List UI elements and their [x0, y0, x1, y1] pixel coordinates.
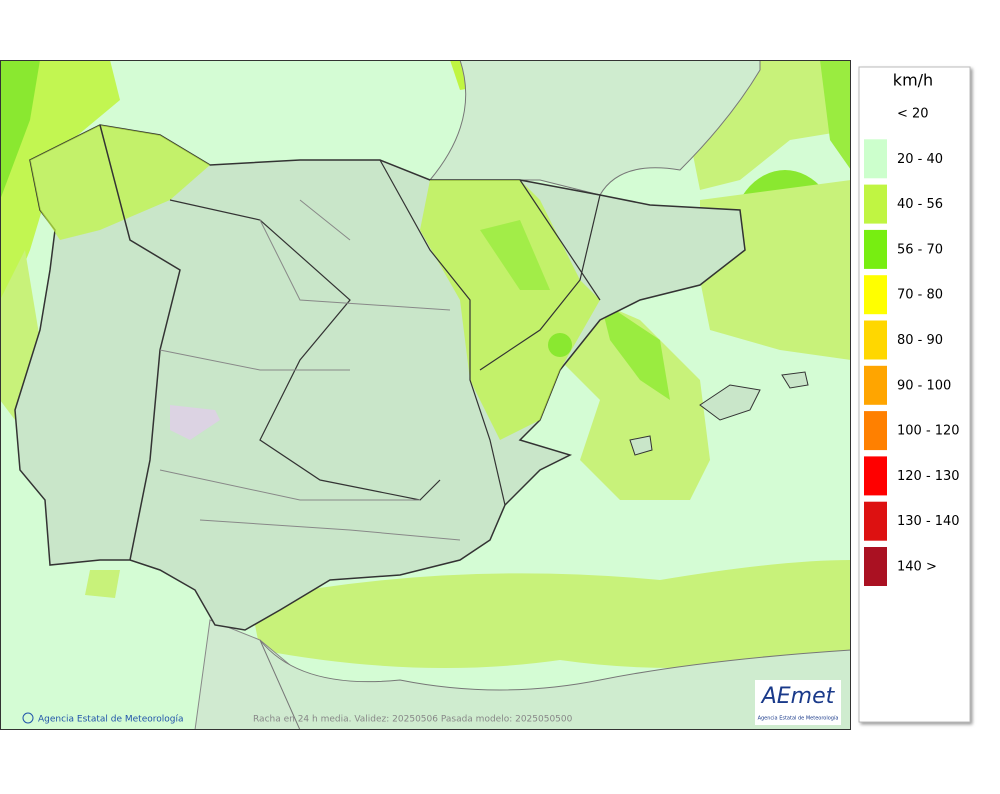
legend-swatch: [864, 411, 887, 451]
legend-swatch: [864, 229, 887, 269]
legend-swatch: [864, 275, 887, 315]
legend-label: 40 - 56: [897, 197, 943, 212]
legend-label: 140 >: [897, 560, 937, 575]
copyright-text: Agencia Estatal de Meteorología: [38, 715, 184, 725]
legend-label: 80 - 90: [897, 333, 943, 348]
logo-box: [755, 680, 841, 725]
legend-label: 100 - 120: [897, 424, 960, 439]
legend-swatch: [864, 547, 887, 586]
legend-label: 120 - 130: [897, 469, 960, 484]
legend-swatch: [864, 184, 887, 224]
legend-swatch: [864, 365, 887, 405]
logo-subtitle: Agencia Estatal de Meteorología: [758, 715, 839, 722]
legend-label: < 20: [897, 107, 929, 122]
legend-title: km/h: [893, 71, 933, 90]
copyright-icon: [22, 712, 34, 724]
legend-swatch: [864, 501, 887, 541]
legend-swatch: [864, 320, 887, 360]
map: [0, 60, 851, 730]
legend-label: 70 - 80: [897, 288, 943, 303]
legend-swatch: [864, 456, 887, 496]
caption: Racha en 24 h media. Validez: 20250506 P…: [253, 715, 573, 725]
logo-name: AEmet: [760, 684, 836, 709]
legend-label: 56 - 70: [897, 242, 943, 257]
map-frame: [0, 60, 851, 730]
legend-label: 20 - 40: [897, 152, 943, 167]
legend-label: 90 - 100: [897, 378, 951, 393]
legend-label: 130 - 140: [897, 514, 960, 529]
legend-swatch: [864, 139, 887, 179]
